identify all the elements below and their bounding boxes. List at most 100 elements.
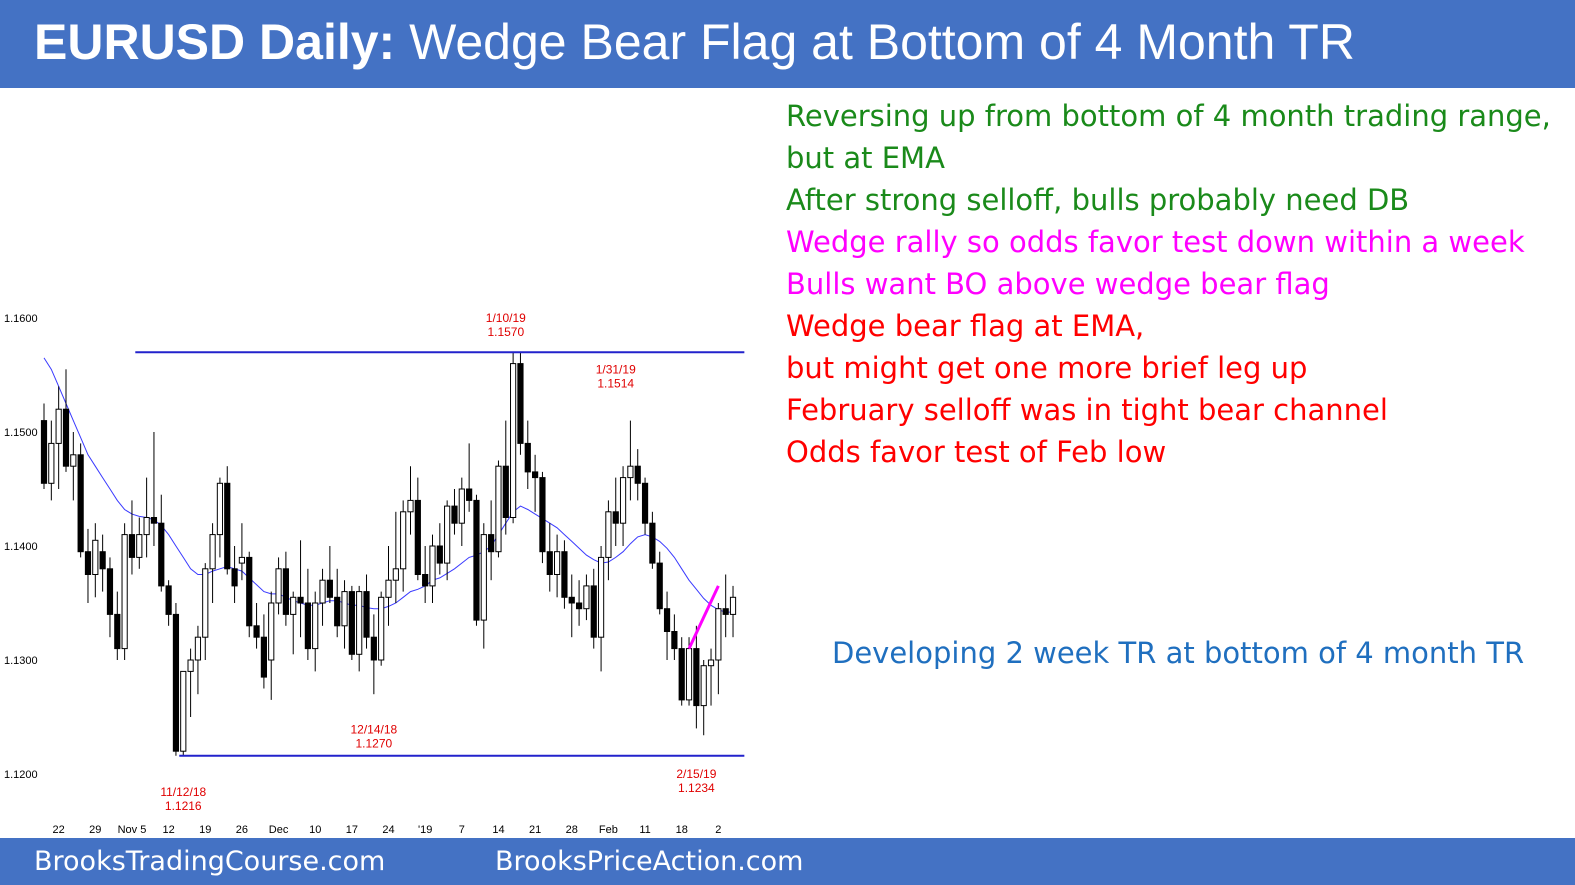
- candle-body: [246, 556, 253, 627]
- candle-body: [392, 568, 399, 581]
- annotation-price: 1.1570: [487, 325, 524, 339]
- price-annotations: 1/10/191.1570 1/31/191.1514 12/14/181.1270…: [160, 311, 716, 813]
- commentary-line: After strong selloff, bulls probably nee…: [786, 183, 1410, 217]
- candle-body: [341, 591, 348, 627]
- candle-body: [663, 608, 671, 633]
- candle-body: [671, 631, 678, 650]
- annotation-date: 1/10/19: [486, 311, 526, 325]
- candle-body: [172, 613, 180, 752]
- candle-body: [216, 482, 224, 536]
- candle-body: [70, 454, 77, 467]
- candle-body: [194, 636, 202, 661]
- candle-body: [517, 363, 524, 444]
- candle-body: [187, 659, 194, 672]
- candle-body: [180, 670, 187, 752]
- candle-body: [502, 465, 509, 519]
- title-banner: EURUSD Daily: Wedge Bear Flag at Bottom …: [0, 0, 1575, 88]
- candle-body: [693, 648, 700, 707]
- candle-body: [685, 648, 693, 701]
- commentary-line: but at EMA: [786, 141, 945, 175]
- candle-body: [304, 602, 311, 650]
- footer-link-left[interactable]: BrooksTradingCourse.com: [34, 846, 386, 877]
- y-tick-label: 1.1600: [4, 313, 38, 325]
- candle-body: [678, 648, 685, 701]
- candle-body: [510, 363, 517, 518]
- candle-body: [466, 488, 473, 501]
- annotation-date: 2/15/19: [676, 767, 716, 781]
- candle-body: [106, 568, 114, 615]
- candle-body: [458, 488, 465, 524]
- y-axis: 1.1200 1.1300 1.1400 1.1500 1.1600: [4, 313, 38, 781]
- candle-body: [312, 602, 319, 650]
- candle-body: [370, 636, 377, 661]
- commentary-line: Odds favor test of Feb low: [786, 435, 1167, 469]
- candle-body: [707, 659, 715, 667]
- footer-link-right[interactable]: BrooksPriceAction.com: [495, 846, 804, 877]
- x-tick-label: 22: [53, 824, 65, 836]
- commentary-line: Bulls want BO above wedge bear flag: [786, 267, 1330, 301]
- candle-body: [546, 551, 553, 576]
- footer-banner: BrooksTradingCourse.com BrooksPriceActio…: [0, 838, 1575, 885]
- annotation-price: 1.1514: [597, 377, 634, 391]
- candle-body: [627, 465, 634, 479]
- commentary-line: Wedge rally so odds favor test down with…: [786, 225, 1525, 259]
- annotation-price: 1.1234: [678, 781, 715, 795]
- x-tick-label: '19: [418, 824, 432, 836]
- candle-body: [77, 454, 84, 553]
- candle-body: [348, 591, 355, 655]
- candle-body: [619, 477, 627, 524]
- candle-body: [575, 602, 583, 610]
- candle-body: [444, 505, 451, 564]
- x-tick-label: 17: [346, 824, 358, 836]
- candle-body: [363, 591, 370, 638]
- candle-body: [55, 408, 62, 444]
- candle-body: [48, 442, 55, 484]
- candle-body: [121, 534, 128, 650]
- wedge-trendline: [687, 585, 720, 650]
- x-tick-label: 19: [199, 824, 211, 836]
- range-lines: [135, 351, 745, 757]
- candle-body: [729, 596, 737, 615]
- candle-body: [605, 511, 612, 558]
- candle-body: [84, 551, 92, 576]
- candle-body: [297, 596, 304, 604]
- x-axis: 22 29 Nov 5 12 19 26 Dec 10 17 24 '19 7 14 21 28 Feb 11 1…: [53, 824, 722, 836]
- candle-body: [568, 596, 575, 604]
- candle-body: [473, 499, 480, 621]
- x-tick-label: 26: [236, 824, 248, 836]
- candle-body: [429, 545, 436, 587]
- trading-range-note: Developing 2 week TR at bottom of 4 mont…: [832, 636, 1525, 670]
- candle-body: [326, 579, 333, 598]
- annotation-price: 1.1270: [355, 736, 392, 750]
- candle-body: [524, 442, 531, 473]
- candle-body: [99, 551, 106, 570]
- commentary-line: Wedge bear flag at EMA,: [786, 309, 1145, 343]
- candle-body: [202, 568, 209, 638]
- candle-body: [290, 596, 297, 615]
- candle-body: [561, 551, 568, 598]
- candle-body: [224, 482, 231, 570]
- eurusd-daily-chart: 1.1200 1.1300 1.1400 1.1500 1.1600 22 29 Nov 5…: [4, 311, 745, 836]
- candle-body: [62, 408, 70, 467]
- annotation-price: 1.1216: [165, 799, 202, 813]
- candle-body: [539, 477, 546, 553]
- y-tick-label: 1.1300: [4, 655, 38, 667]
- x-tick-label: 7: [459, 824, 465, 836]
- candle-body: [268, 602, 275, 661]
- x-tick-label: 24: [382, 824, 394, 836]
- x-tick-label: 11: [639, 824, 650, 836]
- candle-body: [649, 522, 656, 564]
- candle-body: [597, 556, 605, 638]
- x-tick-label: 18: [676, 824, 688, 836]
- candle-body: [356, 591, 363, 655]
- page-title: EURUSD Daily: Wedge Bear Flag at Bottom …: [34, 10, 1355, 74]
- x-tick-label: 2: [715, 824, 721, 836]
- candle-body: [414, 499, 421, 575]
- candle-body: [40, 420, 48, 484]
- candle-body: [209, 534, 216, 570]
- y-tick-label: 1.1500: [4, 427, 38, 439]
- candle-body: [590, 585, 597, 638]
- x-tick-label: 21: [529, 824, 541, 836]
- candle-body: [407, 499, 414, 513]
- candle-body: [634, 465, 641, 484]
